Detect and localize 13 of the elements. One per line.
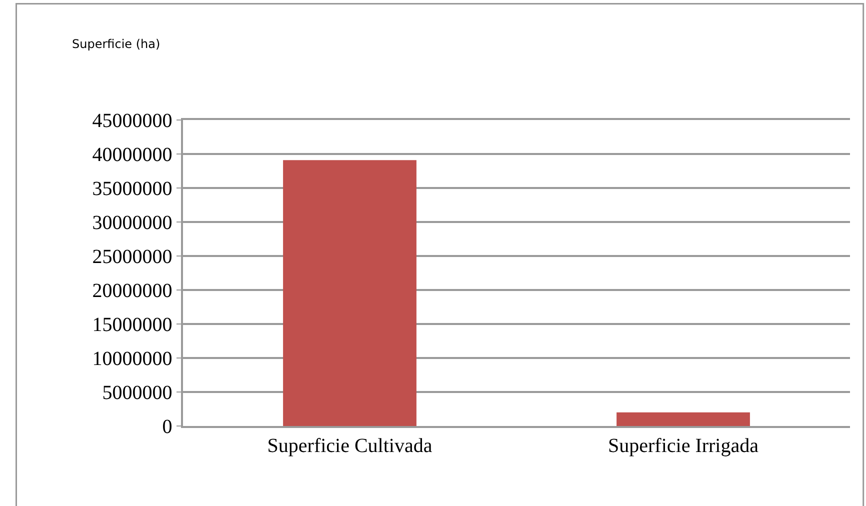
y-tick-label: 10000000 (92, 348, 172, 370)
y-tick-label: 20000000 (92, 280, 172, 302)
y-axis-title: Superficie (ha) (72, 37, 160, 51)
x-tick-label: Superficie Irrigada (608, 434, 759, 457)
y-tick-label: 0 (162, 416, 172, 438)
y-tick-label: 40000000 (92, 144, 172, 166)
y-tick-label: 35000000 (92, 178, 172, 200)
y-tick-label: 15000000 (92, 314, 172, 336)
y-tick-label: 5000000 (102, 382, 172, 404)
y-tick-label: 45000000 (92, 110, 172, 132)
y-tick-label: 25000000 (92, 246, 172, 268)
y-tick-label: 30000000 (92, 212, 172, 234)
x-tick-label: Superficie Cultivada (267, 434, 432, 457)
